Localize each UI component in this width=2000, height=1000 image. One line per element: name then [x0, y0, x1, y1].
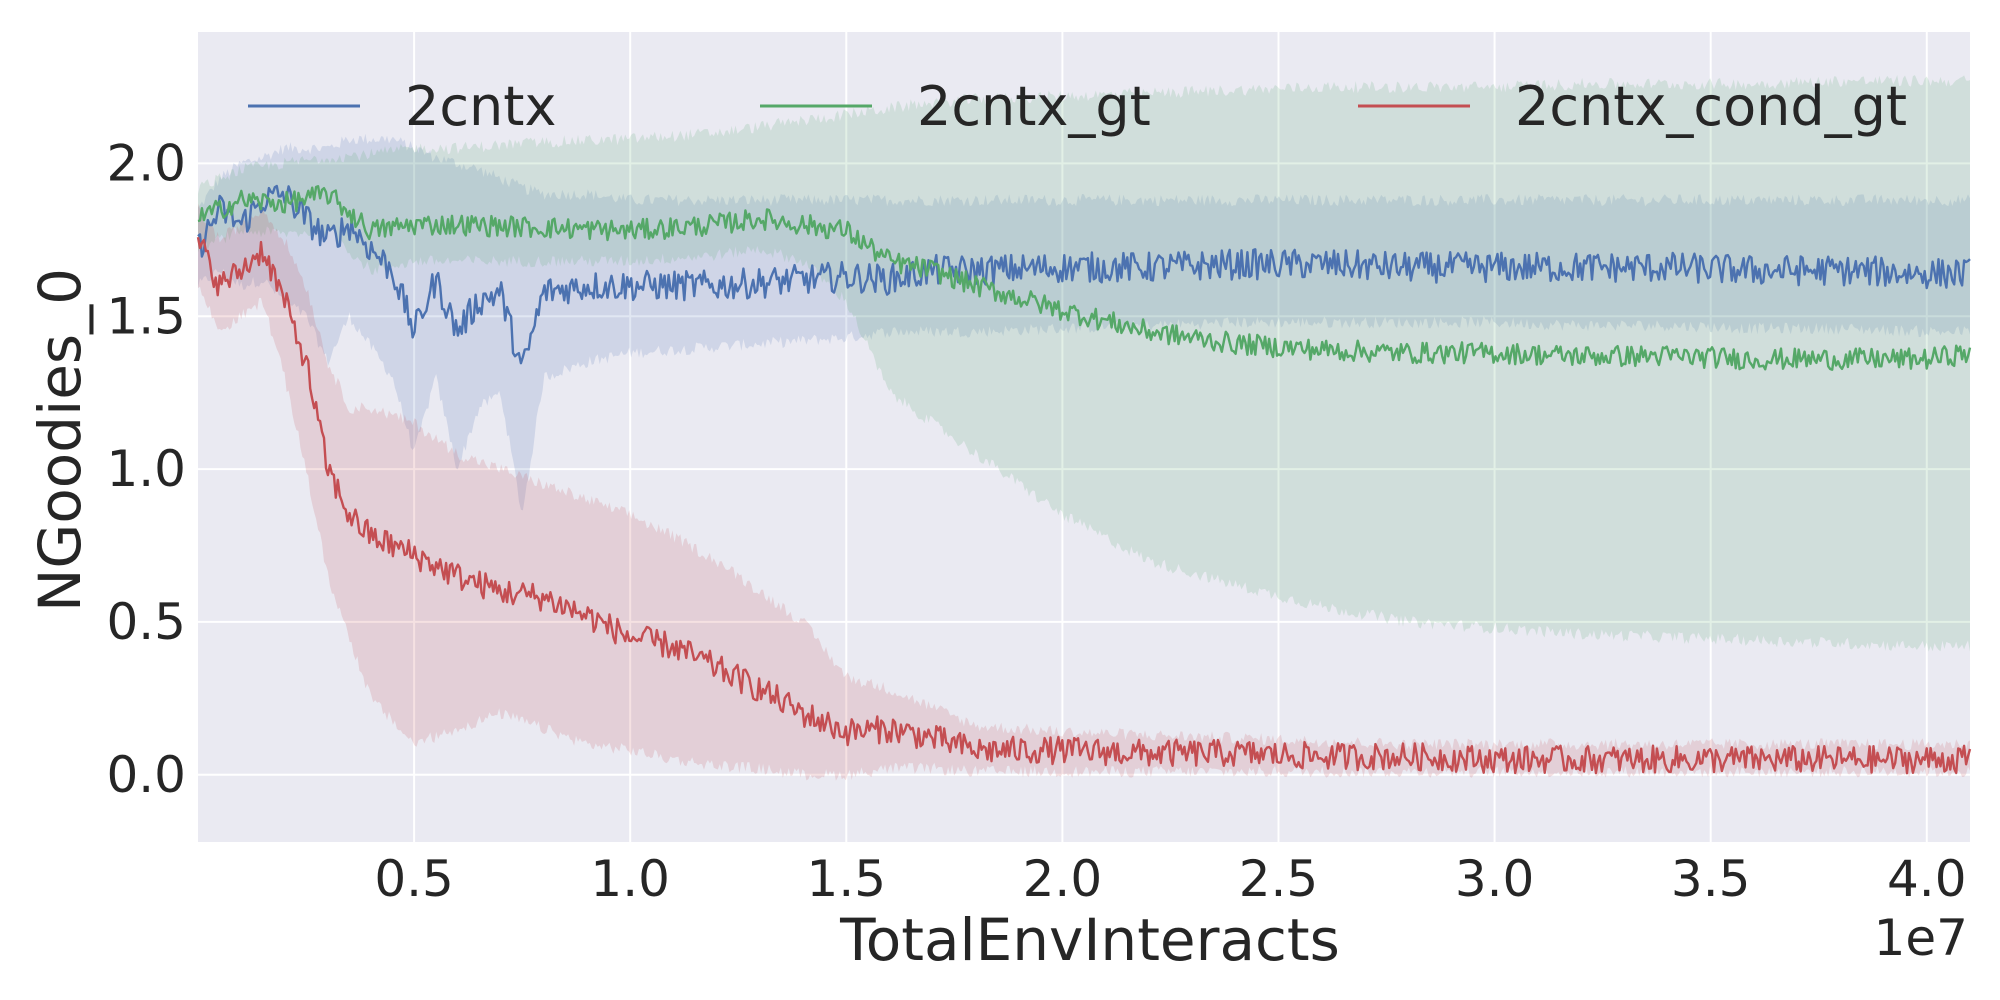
- x-tick-label: 3.5: [1671, 850, 1751, 908]
- series-line: [197, 184, 1972, 371]
- series-line: [196, 236, 1972, 775]
- legend-item: 2cntx_gt: [760, 75, 1151, 138]
- x-tick-label: 1.0: [590, 850, 670, 908]
- x-tick-label: 0.5: [374, 850, 454, 908]
- legend-label: 2cntx_gt: [917, 75, 1151, 138]
- x-tick-label: 2.5: [1239, 850, 1319, 908]
- legend-item: 2cntx_cond_gt: [1358, 75, 1907, 138]
- legend-item: 2cntx: [248, 75, 556, 138]
- x-axis-offset-label: 1e7: [1874, 909, 1968, 967]
- plot-background: [198, 32, 1970, 842]
- legend: 2cntx 2cntx_gt 2cntx_cond_gt: [248, 75, 1907, 138]
- legend-label: 2cntx_cond_gt: [1515, 75, 1907, 138]
- x-tick-label: 1.5: [807, 850, 887, 908]
- y-tick-label: 0.0: [106, 746, 186, 804]
- series-line: [197, 184, 1971, 365]
- legend-label: 2cntx: [405, 75, 556, 138]
- y-tick-label: 0.5: [106, 593, 186, 651]
- grid: [198, 32, 1970, 842]
- x-tick-label: 2.0: [1023, 850, 1103, 908]
- x-axis-label: TotalEnvInteracts: [839, 906, 1340, 974]
- x-tick-label: 3.0: [1455, 850, 1535, 908]
- x-axis-ticks: 0.5 1.0 1.5 2.0 2.5 3.0 3.5 4.0: [374, 850, 1966, 908]
- y-axis-label: NGoodies_0: [26, 268, 94, 612]
- confidence-band: [198, 75, 1970, 652]
- y-axis-ticks: 0.0 0.5 1.0 1.5 2.0: [106, 134, 186, 803]
- series-lines: [196, 184, 1972, 775]
- x-tick-label: 4.0: [1887, 850, 1967, 908]
- y-tick-label: 1.0: [106, 440, 186, 498]
- y-tick-label: 2.0: [106, 134, 186, 192]
- y-tick-label: 1.5: [106, 287, 186, 345]
